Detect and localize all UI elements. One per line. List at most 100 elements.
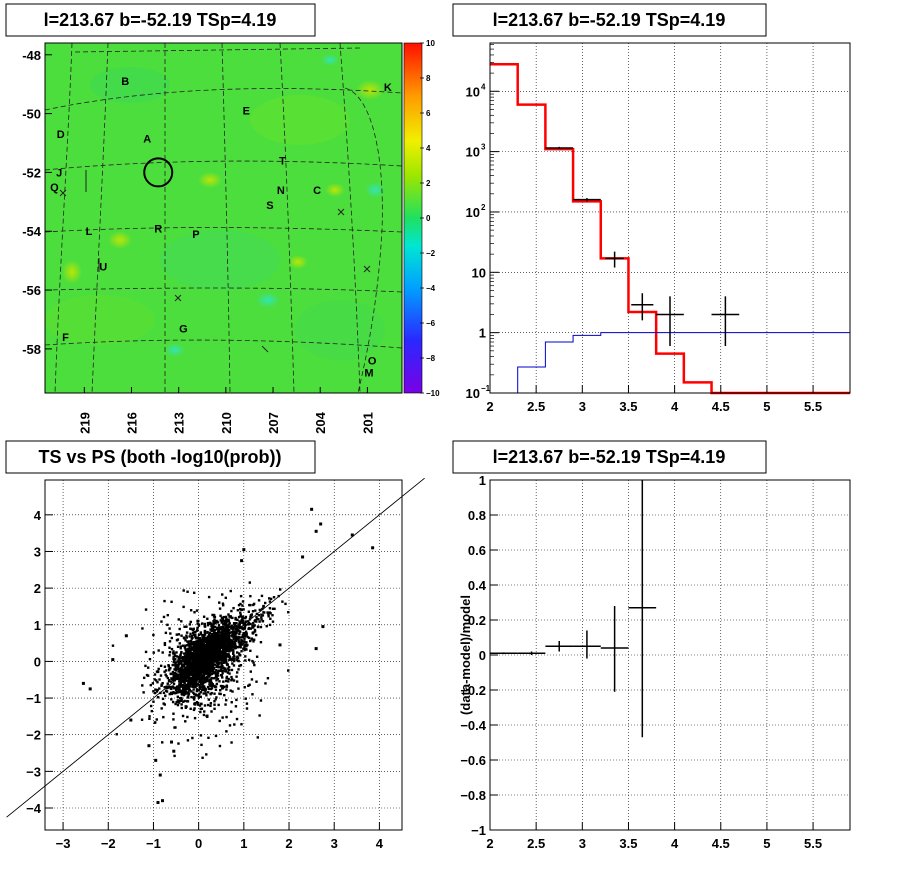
scatter-point: [244, 643, 247, 647]
scatter-point: [231, 644, 234, 647]
scatter-x-tick-label: −2: [101, 836, 116, 851]
scatter-point: [175, 672, 178, 676]
scatter-point: [178, 678, 181, 682]
scatter-point: [252, 602, 256, 606]
scatter-point: [199, 691, 202, 694]
scatter-y-ticks: 4 3 2 1 0 −1 −2 −3 −4: [26, 508, 53, 816]
scatter-point: [215, 679, 218, 682]
scatter-point: [154, 688, 157, 691]
sky-map-markers: [59, 170, 371, 353]
scatter-point: [230, 640, 234, 644]
scatter-point: [207, 668, 210, 672]
scatter-point: [170, 636, 174, 640]
scatter-point: [203, 633, 207, 636]
scatter-point: [192, 660, 195, 663]
scatter-point: [200, 743, 203, 747]
scatter-point: [230, 624, 234, 627]
scatter-point: [172, 682, 176, 685]
scatter-point: [258, 608, 262, 612]
scatter-point: [186, 644, 189, 647]
scatter-point: [221, 630, 224, 633]
scatter-point: [218, 626, 221, 629]
scatter-point: [185, 636, 188, 639]
scatter-point: [201, 670, 204, 674]
sky-map-x-tick-label: 213: [172, 412, 187, 434]
scatter-point: [161, 697, 165, 701]
scatter-point: [170, 698, 173, 701]
scatter-point: [196, 626, 199, 630]
scatter-point: [160, 707, 163, 710]
scatter-point: [239, 636, 242, 639]
scatter-point: [238, 652, 241, 655]
scatter-point: [188, 623, 192, 626]
scatter-point: [183, 690, 187, 693]
scatter-point: [250, 637, 254, 640]
scatter-point: [152, 651, 155, 654]
scatter-point: [199, 631, 203, 634]
scatter-point: [192, 673, 195, 676]
scatter-point: [206, 685, 210, 689]
scatter-point: [235, 680, 239, 683]
scatter-point: [183, 646, 186, 649]
scatter-point: [173, 677, 176, 680]
scatter-point: [195, 609, 199, 612]
scatter-point: [209, 655, 212, 658]
spectrum-y-tick-label: 1: [479, 326, 486, 341]
scatter-point: [184, 668, 187, 672]
scatter-point: [225, 676, 228, 680]
scatter-point: [166, 682, 169, 685]
scatter-point: [188, 649, 192, 653]
scatter-point: [214, 688, 218, 691]
scatter-point: [251, 626, 254, 629]
scatter-point: [196, 702, 199, 705]
scatter-point: [193, 653, 196, 656]
sky-map-y-tick-label: -58: [22, 342, 41, 357]
scatter-point: [232, 626, 235, 629]
scatter-point: [210, 683, 214, 686]
scatter-point: [140, 718, 144, 721]
scatter-outlier-point: [111, 658, 115, 662]
scatter-point: [171, 700, 175, 704]
scatter-point: [204, 651, 208, 654]
scatter-point: [184, 679, 187, 682]
scatter-point: [210, 665, 214, 668]
scatter-point: [191, 684, 194, 687]
scatter-point: [227, 624, 230, 628]
scatter-point: [221, 686, 225, 690]
panel3-title: TS vs PS (both -log10(prob)): [39, 447, 282, 467]
scatter-point: [201, 654, 204, 657]
scatter-point: [156, 670, 160, 674]
scatter-point: [226, 671, 230, 674]
scatter-point: [194, 653, 198, 656]
scatter-point: [199, 687, 202, 691]
panel1-title-box: l=213.67 b=-52.19 TSp=4.19: [5, 3, 316, 37]
scatter-point: [237, 625, 241, 628]
scatter-point: [191, 736, 194, 740]
scatter-point: [213, 703, 216, 706]
scatter-point: [213, 636, 216, 640]
scatter-point: [193, 702, 196, 706]
scatter-point: [196, 677, 199, 681]
scatter-outlier-point: [172, 749, 176, 753]
scatter-point: [179, 682, 182, 686]
scatter-point: [187, 691, 190, 694]
scatter-point: [216, 677, 220, 681]
scatter-point: [206, 617, 209, 620]
scatter-point: [222, 638, 226, 642]
spectrum-y-tick-exponent: 3: [481, 143, 486, 152]
scatter-point: [209, 636, 213, 639]
scatter-point: [278, 588, 282, 591]
scatter-point: [229, 589, 232, 593]
scatter-point: [169, 691, 173, 695]
scatter-point: [201, 633, 204, 637]
scatter-point: [218, 607, 222, 610]
scatter-outlier-point: [156, 801, 160, 805]
scatter-point: [192, 631, 195, 635]
scatter-point: [187, 694, 190, 697]
scatter-outlier-point: [160, 799, 164, 803]
scatter-point: [220, 616, 224, 620]
scatter-point: [218, 651, 221, 655]
scatter-point: [205, 753, 208, 756]
scatter-point: [211, 637, 215, 641]
scatter-point: [178, 699, 181, 703]
